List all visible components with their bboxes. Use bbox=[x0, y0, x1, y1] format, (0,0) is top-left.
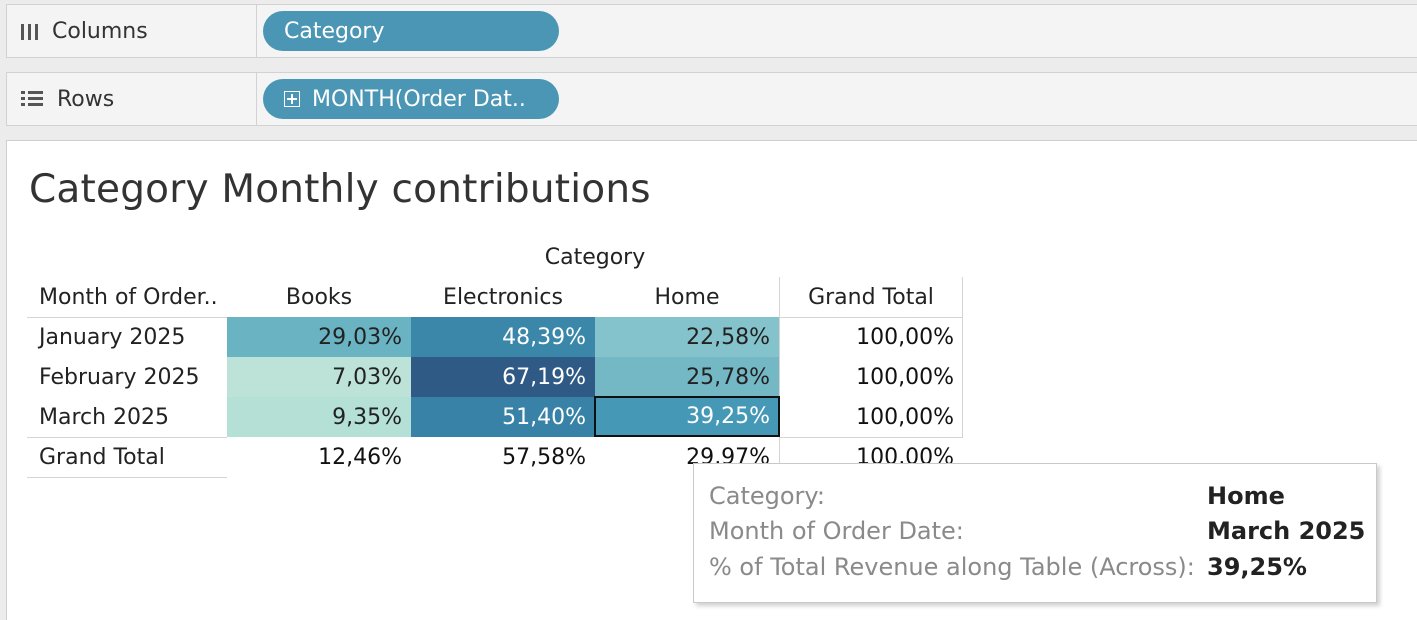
hover-tooltip: Category: Home Month of Order Date: Marc… bbox=[693, 463, 1377, 603]
sheet-title: Category Monthly contributions bbox=[29, 167, 651, 212]
grand-total-divider bbox=[779, 277, 780, 477]
row-field-header[interactable]: Month of Order.. bbox=[39, 285, 218, 310]
cell-gt-electronics[interactable]: 57,58% bbox=[502, 444, 586, 470]
rows-shelf: Rows MONTH(Order Dat.. bbox=[6, 72, 1417, 126]
table-bottom-line bbox=[27, 477, 227, 478]
row-label-grand-total[interactable]: Grand Total bbox=[39, 445, 165, 470]
grand-total-row-divider bbox=[27, 437, 227, 438]
tooltip-key-month: Month of Order Date: bbox=[709, 517, 964, 545]
tooltip-value-category: Home bbox=[1207, 482, 1285, 510]
column-header-grand-total[interactable]: Grand Total bbox=[808, 285, 934, 310]
row-label-february[interactable]: February 2025 bbox=[39, 365, 200, 390]
month-pill-label: MONTH(Order Dat.. bbox=[312, 86, 526, 112]
cell-mar-electronics[interactable]: 51,40% bbox=[411, 397, 595, 437]
cell-jan-books[interactable]: 29,03% bbox=[227, 317, 411, 357]
columns-icon bbox=[21, 22, 38, 40]
cell-mar-books[interactable]: 9,35% bbox=[227, 397, 411, 437]
cell-jan-total[interactable]: 100,00% bbox=[856, 324, 954, 350]
columns-shelf: Columns Category bbox=[6, 4, 1417, 58]
category-pill-label: Category bbox=[284, 18, 385, 44]
tooltip-key-category: Category: bbox=[709, 482, 825, 510]
row-label-march[interactable]: March 2025 bbox=[39, 405, 170, 430]
cell-feb-electronics[interactable]: 67,19% bbox=[411, 357, 595, 397]
columns-label: Columns bbox=[52, 18, 148, 44]
month-order-date-pill[interactable]: MONTH(Order Dat.. bbox=[263, 79, 559, 119]
rows-shelf-label: Rows bbox=[7, 73, 257, 125]
rows-label: Rows bbox=[57, 86, 115, 112]
row-label-january[interactable]: January 2025 bbox=[39, 325, 186, 350]
cell-feb-home[interactable]: 25,78% bbox=[595, 357, 779, 397]
cell-feb-books[interactable]: 7,03% bbox=[227, 357, 411, 397]
category-pill[interactable]: Category bbox=[263, 11, 559, 51]
cell-jan-electronics[interactable]: 48,39% bbox=[411, 317, 595, 357]
tooltip-key-percent: % of Total Revenue along Table (Across): bbox=[709, 553, 1195, 581]
grand-total-col-divider bbox=[779, 437, 963, 438]
columns-shelf-label: Columns bbox=[7, 5, 257, 57]
tooltip-value-percent: 39,25% bbox=[1207, 553, 1307, 581]
column-header-home[interactable]: Home bbox=[654, 285, 720, 310]
tooltip-value-month: March 2025 bbox=[1207, 517, 1366, 545]
cell-mar-home-selected[interactable]: 39,25% bbox=[594, 396, 780, 437]
column-header-books[interactable]: Books bbox=[285, 285, 353, 310]
cell-gt-books[interactable]: 12,46% bbox=[318, 444, 402, 470]
right-border bbox=[962, 277, 963, 437]
rows-icon bbox=[21, 90, 43, 108]
column-header-electronics[interactable]: Electronics bbox=[443, 285, 563, 310]
worksheet: Category Monthly contributions Category … bbox=[6, 140, 1417, 620]
cell-jan-home[interactable]: 22,58% bbox=[595, 317, 779, 357]
expand-plus-icon[interactable] bbox=[284, 91, 300, 107]
cell-mar-total[interactable]: 100,00% bbox=[856, 404, 954, 430]
cell-feb-total[interactable]: 100,00% bbox=[856, 364, 954, 390]
column-group-header[interactable]: Category bbox=[544, 245, 646, 270]
